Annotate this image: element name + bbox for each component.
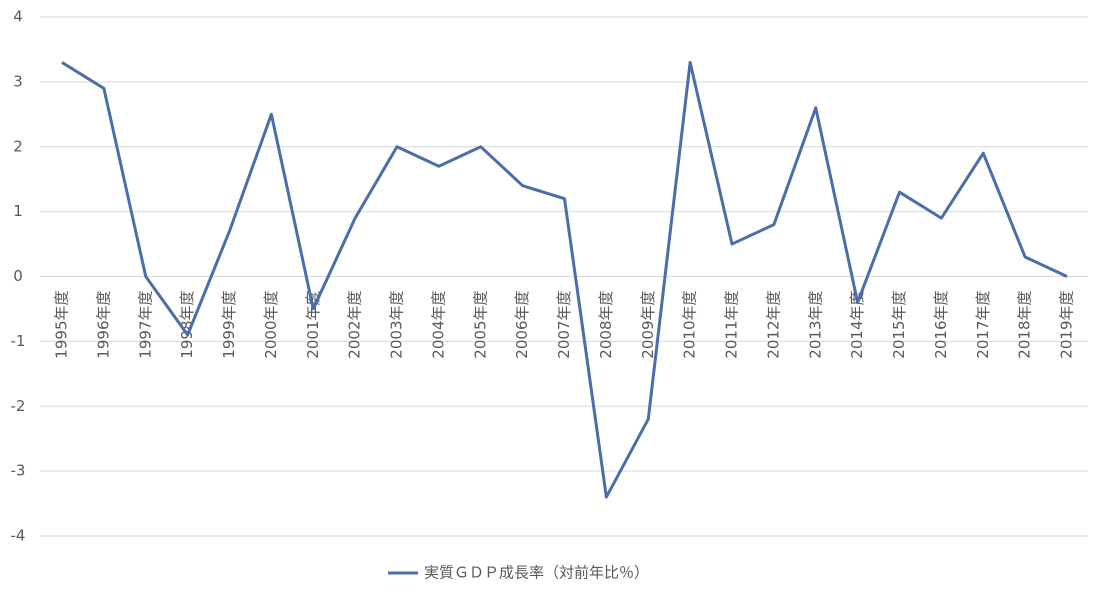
x-tick-label: 2011年度 xyxy=(723,291,741,359)
x-tick-label: 2009年度 xyxy=(639,291,657,359)
x-tick-label: 1999年度 xyxy=(220,291,238,359)
line-series xyxy=(61,60,1068,499)
x-tick-label: 1995年度 xyxy=(53,291,71,359)
x-tick-label: 2013年度 xyxy=(806,291,824,359)
x-tick-label: 2006年度 xyxy=(513,291,531,359)
x-tick-label: 2015年度 xyxy=(890,291,908,359)
x-tick-label: 2008年度 xyxy=(597,291,615,359)
x-tick-label: 2004年度 xyxy=(429,291,447,359)
x-tick-label: 1996年度 xyxy=(94,291,112,359)
x-tick-label: 2017年度 xyxy=(974,291,992,359)
y-tick-label: -1 xyxy=(11,332,26,350)
x-tick-label: 2003年度 xyxy=(388,291,406,359)
x-tick-label: 2002年度 xyxy=(346,291,364,359)
x-tick-label: 2000年度 xyxy=(262,291,280,359)
x-tick-label: 2012年度 xyxy=(764,291,782,359)
y-tick-label: 1 xyxy=(13,202,23,220)
y-tick-label: 2 xyxy=(13,137,23,155)
x-tick-label: 2014年度 xyxy=(848,291,866,359)
x-tick-label: 2005年度 xyxy=(471,291,489,359)
x-tick-label: 1997年度 xyxy=(136,291,154,359)
y-tick-label: -4 xyxy=(11,527,26,545)
x-tick-label: 2010年度 xyxy=(681,291,699,359)
x-tick-label: 1998年度 xyxy=(178,291,196,359)
x-tick-label: 2007年度 xyxy=(555,291,573,359)
y-tick-label: -2 xyxy=(11,397,26,415)
y-tick-label: -3 xyxy=(11,462,26,480)
x-tick-label: 2019年度 xyxy=(1058,291,1076,359)
legend-label: 実質ＧＤＰ成長率（対前年比％） xyxy=(424,564,649,582)
x-tick-label: 2001年度 xyxy=(304,291,322,359)
x-tick-label: 2018年度 xyxy=(1016,291,1034,359)
y-tick-label: 0 xyxy=(13,267,23,285)
y-tick-label: 4 xyxy=(13,8,23,26)
y-tick-label: 3 xyxy=(13,72,23,90)
x-tick-label: 2016年度 xyxy=(932,291,950,359)
